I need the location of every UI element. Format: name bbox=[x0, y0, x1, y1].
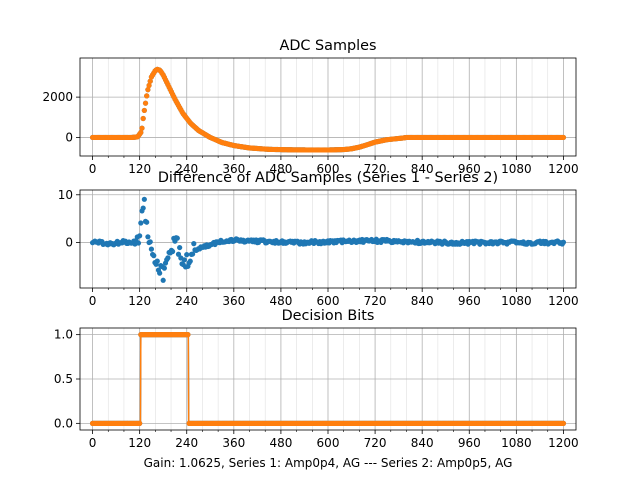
adc-series-2-point bbox=[138, 129, 144, 136]
adc-x-tick-label: 1080 bbox=[501, 162, 532, 176]
diff-x-tick-label: 840 bbox=[411, 294, 434, 308]
adc-x-tick-label: 1200 bbox=[548, 162, 579, 176]
adc-x-tick-label: 240 bbox=[175, 162, 198, 176]
adc-series-2-point bbox=[146, 82, 152, 89]
diff-x-tick-label: 0 bbox=[89, 294, 97, 308]
bits-x-tick-label: 840 bbox=[411, 436, 434, 450]
diff-x-tick-label: 960 bbox=[458, 294, 481, 308]
adc-y-tick-label: 2000 bbox=[42, 90, 73, 104]
adc-x-tick-label: 840 bbox=[411, 162, 434, 176]
bits-x-tick-label: 0 bbox=[89, 436, 97, 450]
adc-x-tick-label: 600 bbox=[317, 162, 340, 176]
adc-series-2-point bbox=[141, 107, 147, 114]
adc-series-2-point bbox=[560, 134, 567, 141]
diff-y-tick-label: 0 bbox=[65, 236, 73, 250]
diff-x-tick-label: 480 bbox=[269, 294, 292, 308]
diff-series-1-point bbox=[145, 234, 151, 240]
adc-x-tick-label: 0 bbox=[89, 162, 97, 176]
decision-bits-axes: 0 120 240 360 480 600 720 840 960 1080 1200 0.0 0.5 1… bbox=[54, 308, 579, 450]
diff-axes-frame bbox=[79, 189, 577, 289]
diff-series-1-point bbox=[147, 239, 153, 245]
bits-x-tick-label: 600 bbox=[317, 436, 340, 450]
diff-series-1-point bbox=[154, 258, 160, 264]
diff-series-1-point bbox=[161, 265, 167, 271]
diff-series-1-point bbox=[184, 252, 190, 258]
diff-series-1-point bbox=[170, 248, 176, 255]
bits-x-tick-label: 720 bbox=[364, 436, 387, 450]
adc-series-2-point bbox=[144, 93, 150, 99]
diff-series-1-point bbox=[138, 220, 144, 226]
diff-series-1-point bbox=[137, 233, 143, 239]
figure-caption: Gain: 1.0625, Series 1: Amp0p4, AG --- S… bbox=[144, 456, 513, 470]
adc-samples-axes: 0 120 240 360 480 600 720 840 960 1080 1200 0 2000 AD… bbox=[42, 38, 578, 176]
adc-x-tick-label: 360 bbox=[222, 162, 245, 176]
bits-x-tick-label: 360 bbox=[222, 436, 245, 450]
diff-x-tick-label: 600 bbox=[317, 294, 340, 308]
diff-x-tick-label: 360 bbox=[222, 294, 245, 308]
diff-y-tick-label: 10 bbox=[58, 188, 73, 202]
adc-x-tick-label: 120 bbox=[128, 162, 151, 176]
bits-title: Decision Bits bbox=[282, 308, 375, 324]
diff-series-1-point bbox=[177, 244, 183, 251]
diff-series-1-point bbox=[191, 241, 197, 247]
diff-series-1-point bbox=[151, 253, 157, 259]
diff-x-tick-label: 1080 bbox=[501, 294, 532, 308]
adc-series-2-point bbox=[140, 115, 146, 122]
diff-series-1-point bbox=[165, 255, 171, 261]
bits-series-2-point bbox=[560, 420, 567, 426]
adc-x-tick-label: 720 bbox=[364, 162, 387, 176]
adc-series-2-point bbox=[139, 125, 145, 131]
diff-series-1-point bbox=[174, 235, 180, 241]
diff-series-1-point bbox=[187, 258, 193, 264]
bits-x-tick-label: 960 bbox=[458, 436, 481, 450]
diff-series-1-point bbox=[144, 219, 150, 225]
adc-axes-frame bbox=[79, 57, 577, 157]
diff-series-1-point bbox=[560, 239, 567, 245]
bits-x-tick-label: 120 bbox=[128, 436, 151, 450]
bits-series-2-point bbox=[137, 420, 143, 426]
diff-series-1-point bbox=[135, 240, 142, 246]
diff-series-1-point bbox=[181, 257, 187, 263]
diff-series-1-point bbox=[175, 251, 182, 257]
diff-x-tick-label: 120 bbox=[128, 294, 151, 308]
diff-title: Difference of ADC Samples (Series 1 - Se… bbox=[158, 170, 498, 186]
diff-series-1-point bbox=[157, 270, 163, 276]
difference-axes: 0 120 240 360 480 600 720 840 960 1080 1200 0 10 Diff… bbox=[58, 170, 579, 308]
diff-x-tick-label: 240 bbox=[175, 294, 198, 308]
bits-x-tick-label: 1080 bbox=[501, 436, 532, 450]
adc-title: ADC Samples bbox=[279, 38, 376, 54]
diff-series-1-point bbox=[148, 246, 155, 252]
adc-series-2-point bbox=[147, 78, 153, 84]
bits-x-tick-label: 240 bbox=[175, 436, 198, 450]
adc-x-tick-label: 960 bbox=[458, 162, 481, 176]
diff-series-1-point bbox=[140, 205, 146, 211]
bits-x-tick-label: 480 bbox=[269, 436, 292, 450]
bits-y-tick-label: 1.0 bbox=[54, 328, 73, 342]
bits-y-tick-label: 0.5 bbox=[54, 372, 73, 386]
bits-x-tick-label: 1200 bbox=[548, 436, 579, 450]
diff-x-tick-label: 1200 bbox=[548, 294, 579, 308]
adc-series-2-point bbox=[145, 87, 151, 93]
diff-series-1-point bbox=[160, 277, 166, 283]
diff-series-1-point bbox=[190, 251, 196, 257]
adc-series-2-point bbox=[142, 100, 149, 106]
diff-series-1-point bbox=[141, 196, 147, 202]
adc-y-tick-label: 0 bbox=[65, 130, 73, 144]
bits-axes-frame bbox=[79, 327, 577, 431]
bits-y-tick-label: 0.0 bbox=[54, 416, 73, 430]
bits-series-2-point bbox=[185, 332, 191, 338]
diff-x-tick-label: 720 bbox=[364, 294, 387, 308]
adc-x-tick-label: 480 bbox=[269, 162, 292, 176]
